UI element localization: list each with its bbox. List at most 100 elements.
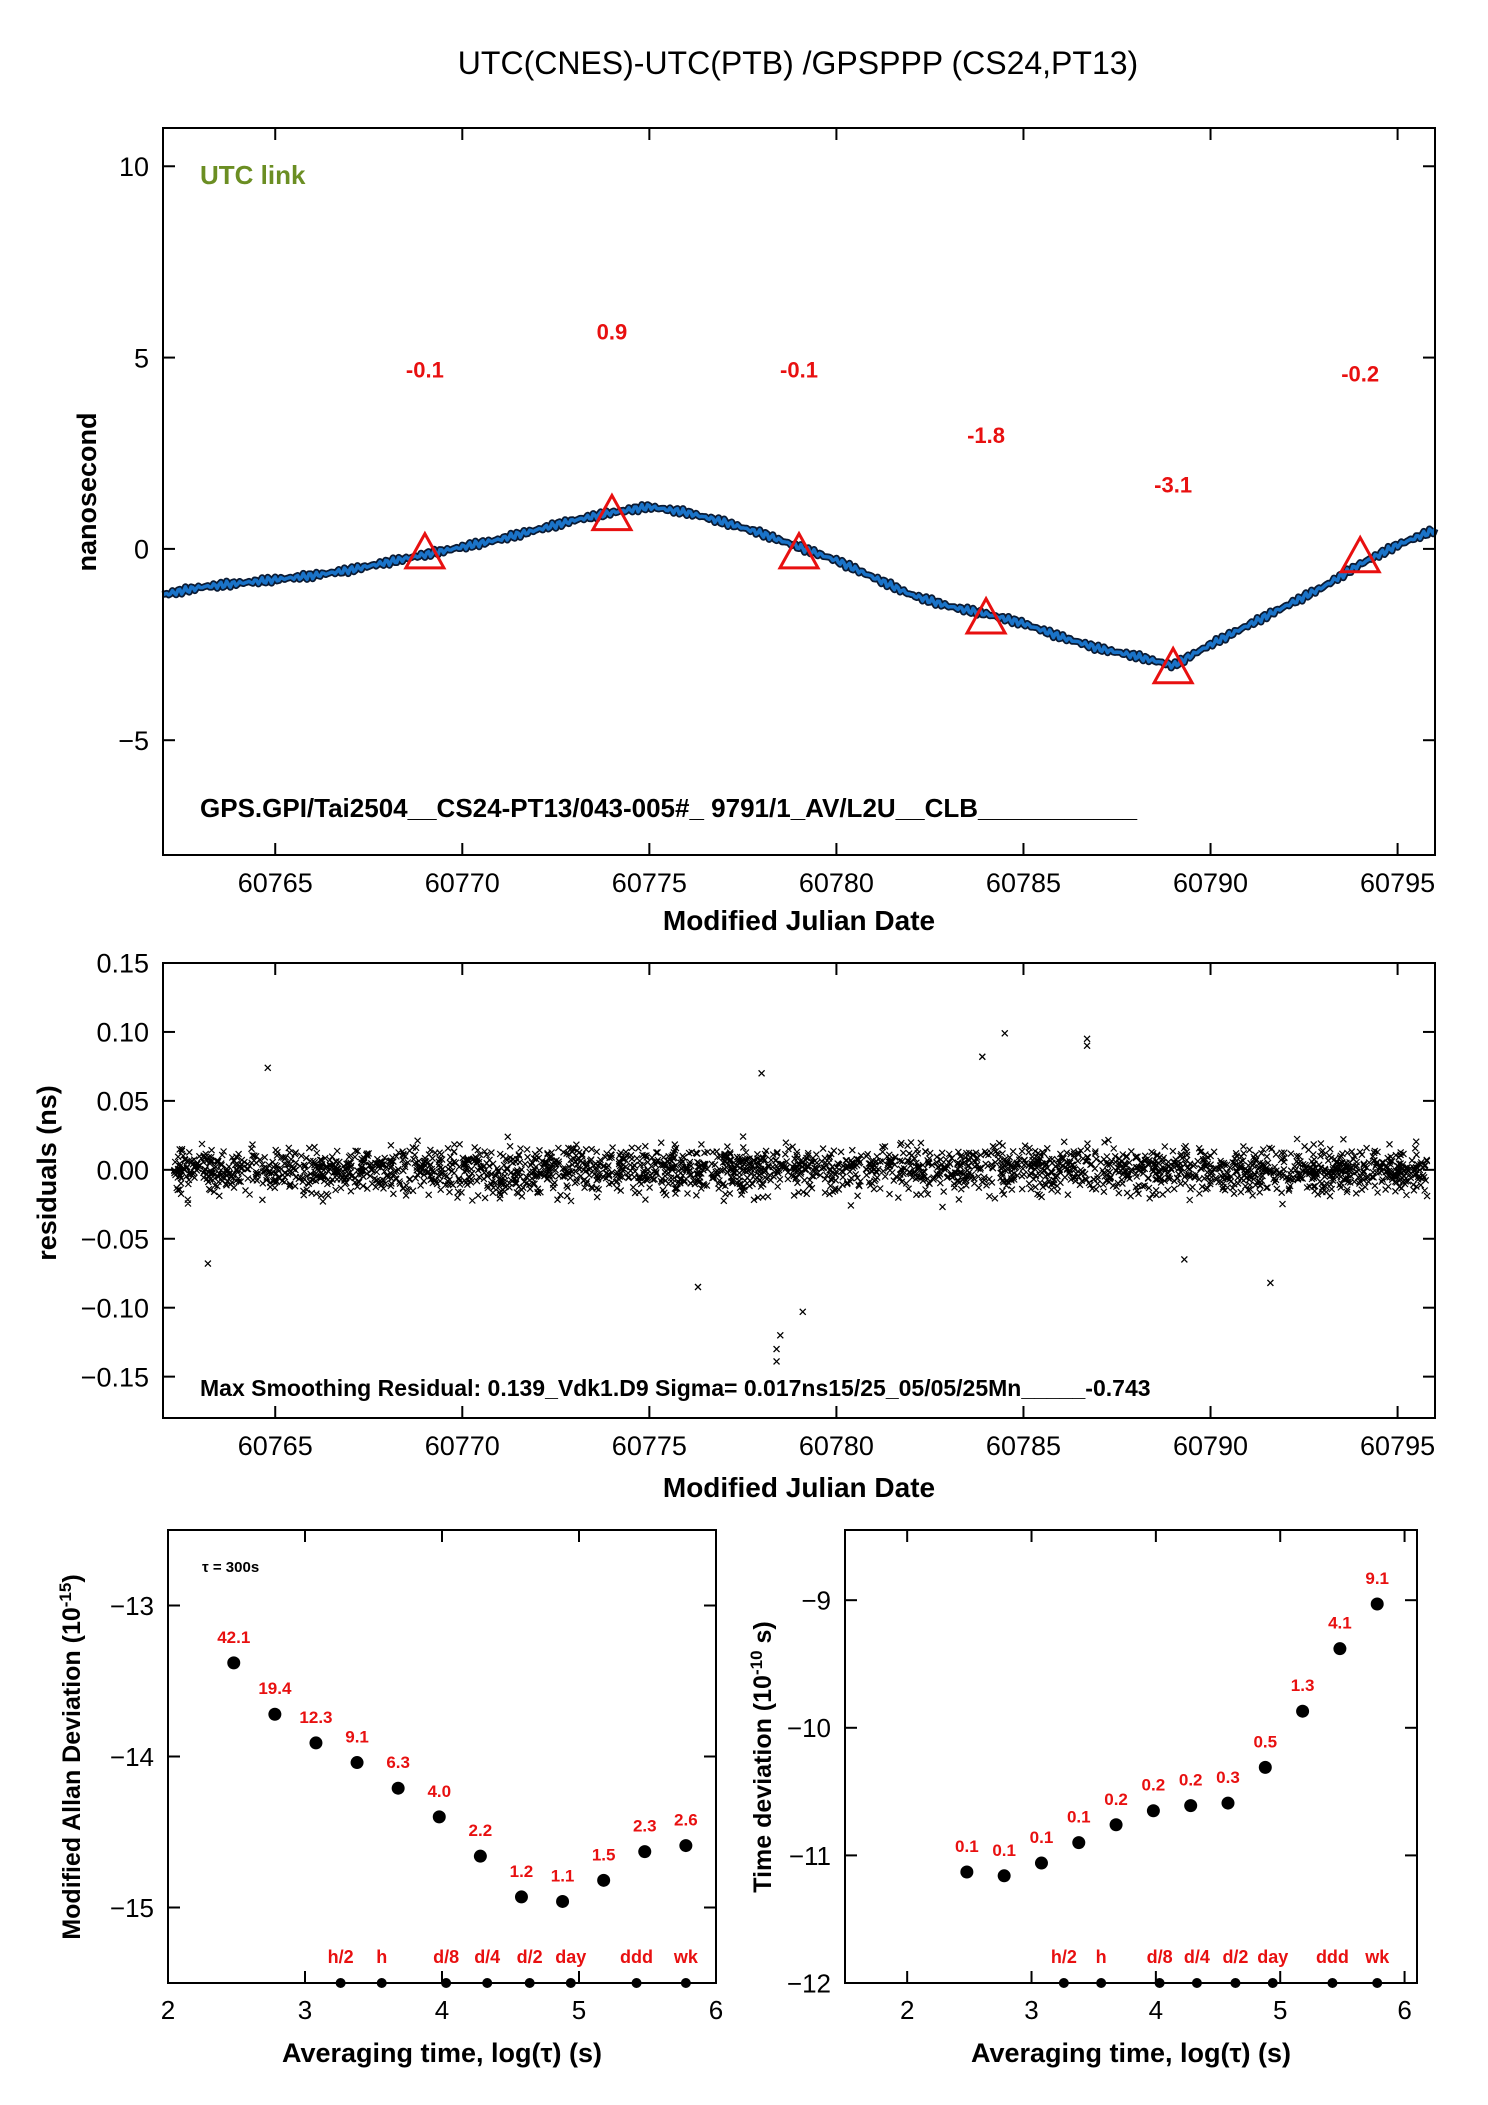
residuals-ylabel: residuals (ns) <box>32 1085 62 1261</box>
time-series-xlabel: Modified Julian Date <box>663 905 935 936</box>
mdev-plot-area: 42.1 19.4 12.3 9.1 6.3 4.0 2.2 1.2 1.1 1.5 2.3 2.6 h… <box>217 1628 699 1988</box>
utc-link-label: UTC link <box>200 160 306 190</box>
residual-outlier <box>204 1260 212 1268</box>
time-marker-label: d/4 <box>474 1947 500 1967</box>
residual-outlier <box>1180 1255 1188 1263</box>
time-series-footer: GPS.GPI/Tai2504__CS24-PT13/043-005#_ 979… <box>200 793 1138 823</box>
residual-outlier <box>799 1308 807 1316</box>
x-tick-label: 60780 <box>799 868 874 898</box>
y-tick-label: −15 <box>110 1893 154 1923</box>
calibration-label: -0.1 <box>406 358 444 383</box>
time-series-ylabel: nanosecond <box>72 412 102 571</box>
stability-value-label: 0.1 <box>1030 1828 1054 1847</box>
y-tick-label: −13 <box>110 1591 154 1621</box>
stability-value-label: 0.2 <box>1142 1776 1166 1795</box>
tdev-ylabel-tail: s) <box>749 1621 777 1650</box>
stability-point <box>1184 1799 1198 1813</box>
mdev-panel: 42.1 19.4 12.3 9.1 6.3 4.0 2.2 1.2 1.1 1.5 2.3 2.6 h… <box>56 1529 723 2068</box>
y-tick-label: 0.05 <box>96 1087 149 1117</box>
y-tick-label: −11 <box>789 1841 831 1871</box>
stability-point <box>638 1845 652 1859</box>
x-tick-label: 5 <box>572 1995 586 2025</box>
stability-value-label: 4.0 <box>427 1782 451 1801</box>
time-series-panel: -0.10.9-0.1-1.8-3.1-0.2 60765 60770 60775 6… <box>72 127 1439 936</box>
figure-title: UTC(CNES)-UTC(PTB) /GPSPPP (CS24,PT13) <box>458 45 1138 81</box>
stability-point <box>1146 1804 1160 1818</box>
time-marker-label: h <box>376 1947 387 1967</box>
time-series-plot-area: -0.1 0.9 -0.1 -1.8 -3.1 -0.2 <box>161 319 1439 685</box>
stability-value-label: 0.1 <box>955 1837 979 1856</box>
time-marker-label: h <box>1096 1947 1107 1967</box>
x-tick-label: 60770 <box>425 868 500 898</box>
calibration-marker <box>590 492 634 532</box>
calibration-label: -3.1 <box>1154 473 1192 498</box>
stability-value-label: 42.1 <box>217 1628 250 1647</box>
stability-point <box>432 1810 446 1824</box>
x-tick-label: 60795 <box>1360 1431 1435 1461</box>
x-tick-label: 60775 <box>612 868 687 898</box>
residuals-footer: Max Smoothing Residual: 0.139_Vdk1.D9 Si… <box>200 1375 1151 1401</box>
stability-value-label: 0.1 <box>1067 1808 1091 1827</box>
calibration-marker <box>1151 645 1195 685</box>
time-marker-label: day <box>555 1947 586 1967</box>
stability-value-label: 1.1 <box>551 1866 575 1885</box>
time-marker-label: ddd <box>1316 1947 1349 1967</box>
y-tick-label: −0.10 <box>81 1293 149 1323</box>
stability-value-label: 4.1 <box>1328 1614 1352 1633</box>
stability-point <box>1296 1704 1310 1718</box>
residual-points <box>170 1133 1431 1211</box>
x-tick-label: 60765 <box>238 1431 313 1461</box>
x-tick-label: 60785 <box>986 868 1061 898</box>
stability-value-label: 0.3 <box>1216 1768 1240 1787</box>
calibration-label: -1.8 <box>967 423 1005 448</box>
stability-point <box>997 1869 1011 1883</box>
time-series-axes: 60765 60770 60775 60780 60785 60790 60795 −5 0 5 1… <box>118 128 1435 898</box>
y-tick-label: −0.05 <box>81 1224 149 1254</box>
residual-outlier <box>1083 1035 1091 1043</box>
x-tick-label: 5 <box>1273 1995 1287 2025</box>
x-tick-label: 6 <box>709 1995 723 2025</box>
x-tick-label: 2 <box>900 1995 914 2025</box>
stability-point <box>309 1736 323 1750</box>
x-tick-label: 60790 <box>1173 868 1248 898</box>
time-marker-label: h/2 <box>328 1947 354 1967</box>
calibration-marker <box>403 530 447 570</box>
x-tick-label: 60765 <box>238 868 313 898</box>
stability-value-label: 0.2 <box>1104 1790 1128 1809</box>
residual-outlier <box>1266 1279 1274 1287</box>
stability-value-label: 2.6 <box>674 1811 698 1830</box>
calibration-label: -0.1 <box>780 358 818 383</box>
x-tick-label: 3 <box>298 1995 312 2025</box>
stability-value-label: 1.3 <box>1291 1676 1315 1695</box>
stability-value-label: 0.2 <box>1179 1771 1203 1790</box>
stability-point <box>1109 1818 1123 1832</box>
y-tick-label: 0.15 <box>96 949 149 979</box>
residual-outlier <box>264 1064 272 1072</box>
y-tick-label: 0.00 <box>96 1156 149 1186</box>
x-tick-label: 2 <box>161 1995 175 2025</box>
time-marker-label: d/8 <box>433 1947 459 1967</box>
y-tick-label: −12 <box>787 1968 831 1998</box>
tdev-axes: 2 3 4 5 6 −9 −10 −11 −12 <box>787 1530 1417 2025</box>
stability-point <box>473 1849 487 1863</box>
stability-point <box>1034 1856 1048 1870</box>
residuals-plot-area <box>170 1029 1431 1365</box>
stability-point <box>227 1656 241 1670</box>
tdev-panel: 0.1 0.1 0.1 0.1 0.2 0.2 0.2 0.3 0.5 1.3 4.1 9.1 h/2 h… <box>747 1529 1418 2068</box>
residual-outlier <box>773 1358 781 1365</box>
mdev-axes: 2 3 4 5 6 −13 −14 −15 <box>110 1530 723 2025</box>
stability-point <box>679 1839 693 1853</box>
stability-value-label: 1.2 <box>510 1862 534 1881</box>
y-tick-label: −9 <box>801 1586 831 1616</box>
stability-value-label: 2.3 <box>633 1817 657 1836</box>
stability-value-label: 19.4 <box>258 1679 292 1698</box>
time-marker-label: wk <box>673 1947 699 1967</box>
stability-point <box>268 1707 282 1721</box>
stability-value-label: 0.1 <box>992 1841 1016 1860</box>
stability-point <box>391 1781 405 1795</box>
calibration-marker <box>1338 534 1382 574</box>
residuals-panel: 60765 60770 60775 60780 60785 60790 60795 0.15 0… <box>32 949 1436 1503</box>
stability-point <box>350 1756 364 1770</box>
residual-outlier <box>776 1331 784 1339</box>
